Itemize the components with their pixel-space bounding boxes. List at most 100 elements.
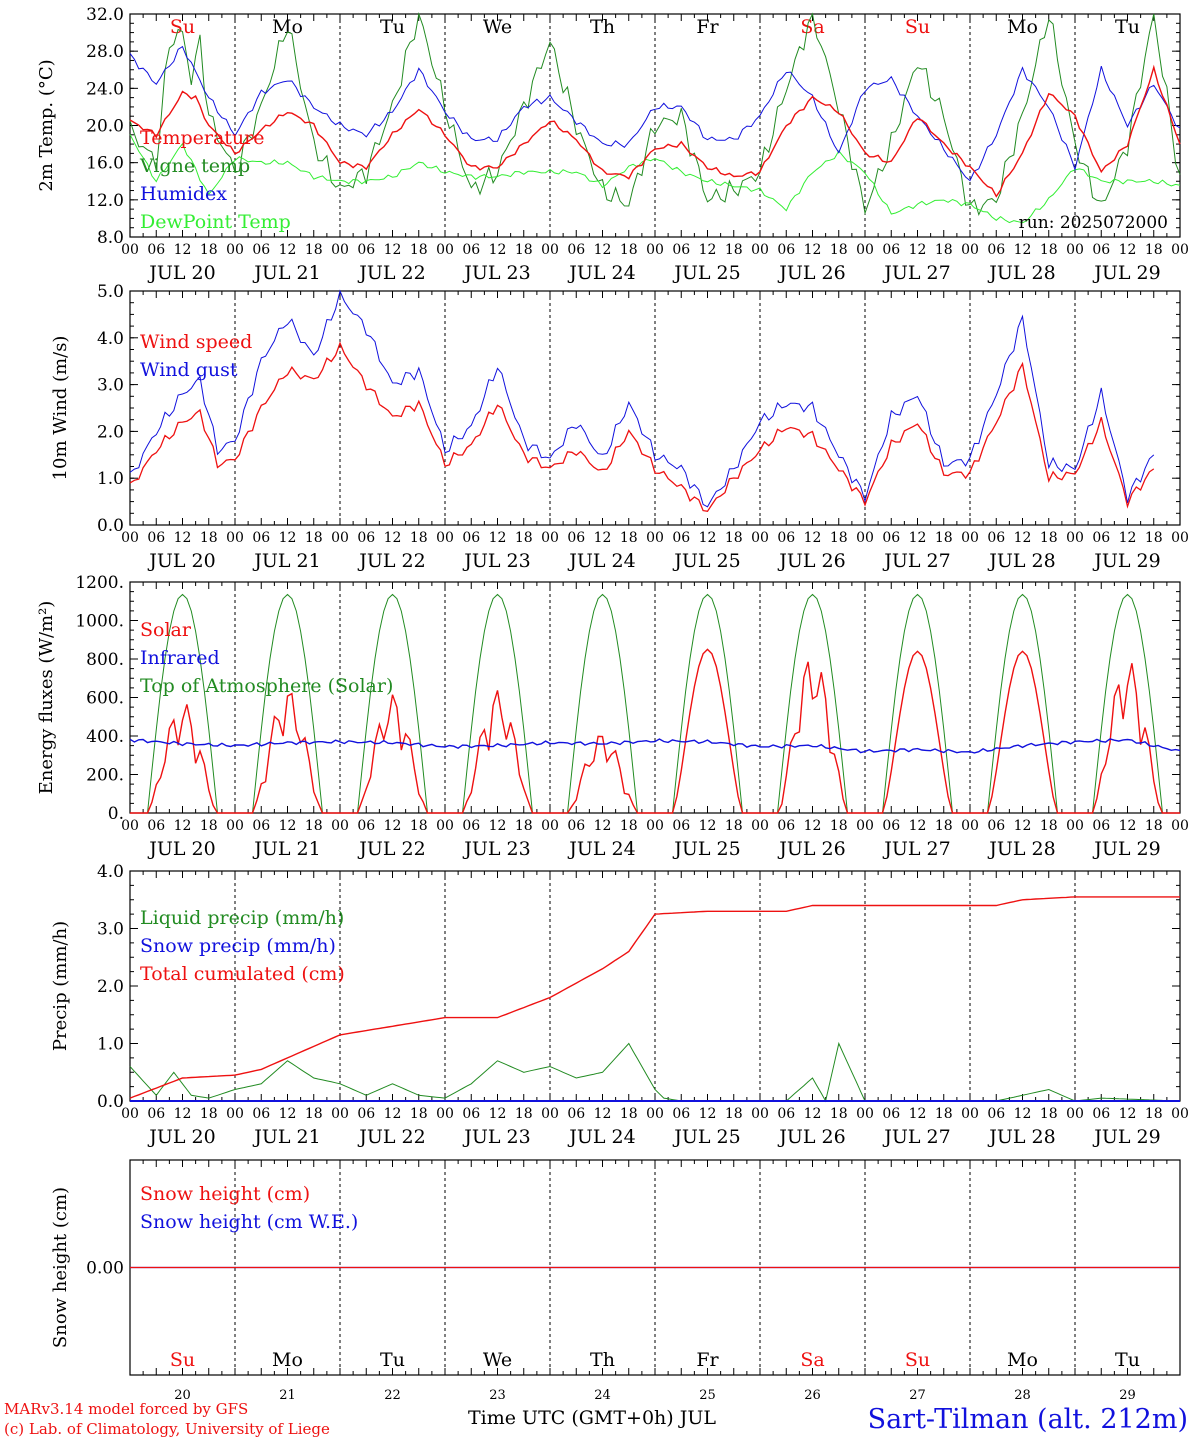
hour-label: 00 [541,1106,559,1122]
hour-label: 12 [489,818,507,834]
model-credit: MARv3.14 model forced by GFS [4,1400,248,1418]
date-label: JUL 23 [462,1126,530,1148]
hour-label: 12 [1119,530,1137,546]
day-number-label: 22 [384,1388,401,1403]
hour-label: 00 [646,242,664,258]
date-label: JUL 23 [462,550,530,572]
hour-label: 00 [331,530,349,546]
date-label: JUL 26 [777,550,845,572]
legend-entry: Snow height (cm W.E.) [140,1211,358,1233]
series-line-infrared [129,738,1181,754]
hour-label: 12 [1014,1106,1032,1122]
hour-label: 06 [1092,1106,1110,1122]
hour-label: 06 [357,818,375,834]
y-tick-label: 1.0 [97,469,124,489]
hour-label: 12 [489,242,507,258]
hour-label: 00 [331,818,349,834]
hour-label: 06 [777,1106,795,1122]
weekday-label: Mo [272,16,303,38]
legend-entry: Top of Atmosphere (Solar) [140,675,393,697]
legend-entry: Liquid precip (mm/h) [140,907,344,929]
hour-label: 12 [279,1106,297,1122]
series-line-temperature [129,64,1181,198]
hour-label: 00 [436,530,454,546]
hour-label: 06 [987,1106,1005,1122]
hour-label: 18 [305,1106,323,1122]
hour-label: 00 [646,1106,664,1122]
hour-label: 18 [515,242,533,258]
hour-label: 00 [1066,1106,1084,1122]
panel-frame [129,13,1181,238]
legend-entry: Vigne temp [139,155,250,177]
hour-label: 06 [1092,242,1110,258]
hour-label: 06 [882,818,900,834]
hour-label: 00 [856,242,874,258]
hour-label: 00 [856,818,874,834]
hour-label: 00 [436,818,454,834]
date-label: JUL 22 [357,1126,425,1148]
legend-entry: DewPoint Temp [140,211,291,233]
day-number-label: 25 [699,1388,716,1403]
hour-label: 18 [515,530,533,546]
y-tick-label: 0.0 [97,1092,124,1112]
y-tick-label: 400. [86,727,124,747]
hour-label: 00 [226,1106,244,1122]
hour-label: 18 [620,1106,638,1122]
series-line-wind-gust [129,289,1155,508]
y-tick-label: 2.0 [97,422,124,442]
date-label: JUL 20 [147,550,215,572]
day-number-label: 21 [279,1388,296,1403]
y-tick-label: 1200. [75,573,124,593]
hour-label: 00 [331,1106,349,1122]
date-label: JUL 28 [987,838,1055,860]
hour-label: 00 [226,242,244,258]
hour-label: 12 [384,818,402,834]
hour-label: 12 [804,818,822,834]
weekday-label: Fr [696,16,719,38]
date-label: JUL 29 [1092,550,1160,572]
weekday-label: Th [590,1349,615,1371]
y-tick-label: 800. [86,650,124,670]
panel-1: 8.0 12.0 16.0 20.0 24.0 28.0 32.0 2m Temp. (°C)… [36,5,1189,284]
date-label: JUL 24 [567,550,635,572]
hour-label: 06 [672,818,690,834]
hour-label: 18 [515,1106,533,1122]
legend-entry: Wind speed [140,331,252,353]
hour-label: 18 [200,530,218,546]
hour-label: 00 [541,242,559,258]
hour-label: 00 [1066,530,1084,546]
hour-label: 06 [462,530,480,546]
hour-label: 12 [909,818,927,834]
hour-label: 06 [567,818,585,834]
hour-label: 06 [567,1106,585,1122]
hour-label: 06 [357,530,375,546]
hour-label: 12 [279,818,297,834]
legend-entry: Solar [140,619,192,641]
weekday-label: We [483,16,512,38]
hour-label: 18 [1145,530,1163,546]
hour-label: 12 [1119,242,1137,258]
day-number-label: 26 [804,1388,821,1403]
hour-label: 12 [699,242,717,258]
date-label: JUL 21 [252,1126,320,1148]
hour-label: 12 [489,1106,507,1122]
hour-label: 12 [594,530,612,546]
hour-label: 00 [856,1106,874,1122]
hour-label: 06 [672,242,690,258]
hour-label: 18 [725,242,743,258]
date-label: JUL 26 [777,1126,845,1148]
hour-label: 18 [1040,530,1058,546]
hour-label: 12 [174,1106,192,1122]
station-name: Sart-Tilman (alt. 212m) [868,1404,1188,1435]
hour-label: 12 [699,530,717,546]
hour-label: 06 [252,818,270,834]
hour-label: 06 [882,530,900,546]
hour-label: 06 [567,242,585,258]
series-line-solar [130,648,1180,814]
hour-label: 12 [174,818,192,834]
hour-label: 06 [1092,530,1110,546]
hour-label: 00 [121,1106,139,1122]
date-label: JUL 27 [882,262,950,284]
weekday-label: Su [170,16,195,38]
legend-entry: Snow precip (mm/h) [140,935,336,957]
